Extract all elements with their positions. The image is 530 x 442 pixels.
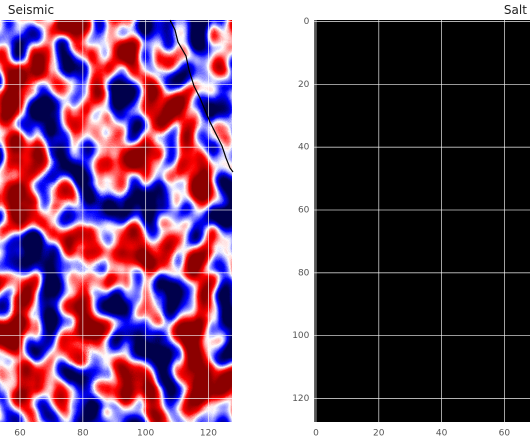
y-tick-label: 80 (298, 268, 310, 278)
y-tick-label: 60 (298, 206, 310, 216)
panel (0, 20, 232, 422)
x-tick-label: 40 (436, 429, 448, 439)
salt-contour (169, 19, 234, 173)
x-tick-label: 0 (313, 429, 319, 439)
y-tick-label: 40 (298, 143, 310, 153)
panel (314, 20, 530, 422)
x-tick-label: 80 (77, 429, 89, 439)
y-tick-label: 100 (292, 331, 309, 341)
panel-title: Salt (504, 3, 527, 17)
x-tick-label: 60 (14, 429, 26, 439)
seismic-image (0, 20, 232, 422)
y-tick-label: 120 (292, 394, 309, 404)
x-tick-label: 20 (373, 429, 385, 439)
y-tick-label: 0 (304, 17, 310, 27)
panel-title: Seismic (8, 3, 54, 17)
y-tick-label: 20 (298, 80, 310, 90)
x-tick-label: 120 (200, 429, 217, 439)
x-tick-label: 60 (499, 429, 511, 439)
salt-image (314, 20, 530, 422)
x-tick-label: 100 (137, 429, 154, 439)
